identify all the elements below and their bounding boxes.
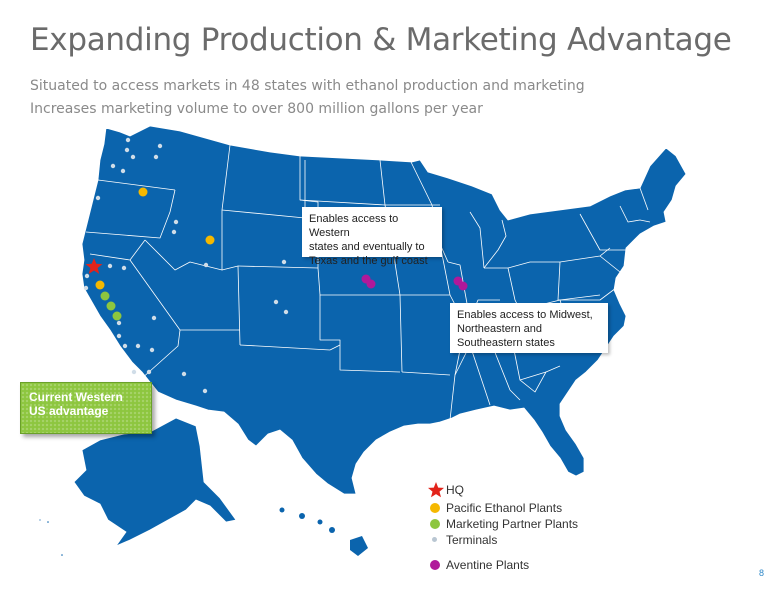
aventine-plants: [361, 274, 468, 291]
callout-midwest-line-2: Northeastern and: [457, 323, 542, 335]
legend-label-partner: Marketing Partner Plants: [446, 517, 579, 531]
western-advantage-line-2: US advantage: [29, 404, 109, 418]
yellow-dot-icon: [430, 503, 440, 513]
contiguous-us: [81, 125, 687, 495]
terminal-dots: [83, 137, 289, 394]
legend-label-terminals: Terminals: [446, 533, 498, 547]
callout-western-line-3: Texas and the gulf coast: [309, 255, 428, 267]
purple-dot-icon: [430, 560, 440, 570]
us-mainland-shape: [81, 125, 687, 495]
callout-western-line-1: Enables access to Western: [309, 213, 399, 239]
hawaii: [279, 507, 368, 556]
callout-midwest-line-1: Enables access to Midwest,: [457, 309, 593, 321]
hq-star-icon: [85, 258, 103, 274]
callout-western-access: Enables access to Western states and eve…: [302, 207, 442, 267]
hawaii-big-island: [350, 536, 368, 556]
legend-label-aventine: Aventine Plants: [446, 558, 530, 572]
subtitle-line-2: Increases marketing volume to over 800 m…: [30, 101, 483, 117]
pacific-ethanol-plants: [95, 187, 215, 290]
gray-dot-icon: [432, 537, 437, 542]
legend-label-pacific: Pacific Ethanol Plants: [446, 501, 563, 515]
western-advantage-box: Current Western US advantage: [20, 382, 152, 434]
page-title: Expanding Production & Marketing Advanta…: [30, 22, 732, 58]
callout-midwest-access: Enables access to Midwest, Northeastern …: [450, 303, 608, 353]
alaska-shape: [73, 417, 237, 547]
callout-western-line-2: states and eventually to: [309, 241, 425, 253]
callout-midwest-line-3: Southeastern states: [457, 337, 555, 349]
western-advantage-line-1: Current Western: [29, 390, 123, 404]
alaska: [38, 417, 237, 557]
subtitle-line-1: Situated to access markets in 48 states …: [30, 78, 585, 94]
legend-label-hq: HQ: [446, 483, 464, 497]
page-number: 8: [758, 568, 764, 578]
marketing-partner-plants: [100, 291, 122, 321]
green-dot-icon: [430, 519, 440, 529]
red-star-icon: [428, 482, 444, 498]
